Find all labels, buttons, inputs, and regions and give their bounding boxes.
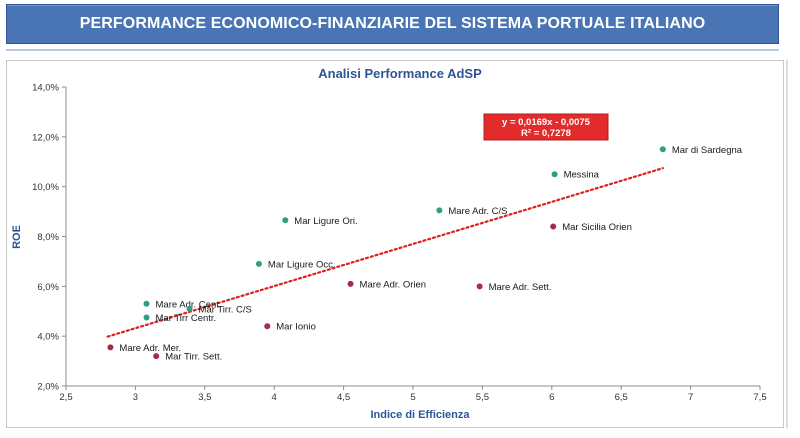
data-label: Mare Adr. C/S — [448, 206, 507, 217]
data-label: Mare Adr. Sett. — [489, 282, 552, 293]
x-tick-label: 6,5 — [615, 392, 628, 403]
data-point — [153, 353, 160, 360]
data-points: Mar di Sardegna Messina Mare Adr. C/S Mar S… — [107, 145, 743, 363]
y-tick-label: 6,0% — [37, 282, 59, 293]
y-tick-label: 14,0% — [32, 83, 59, 94]
axes: 2,5 3 3,5 4 4,5 5 5,5 6 6,5 7 7,5 2,0% 4,0% 6,0% 8,0% 1… — [32, 83, 767, 404]
x-tick-label: 7,5 — [753, 392, 766, 403]
y-tick-label: 12,0% — [32, 132, 59, 143]
x-tick-label: 6 — [549, 392, 554, 403]
data-point — [659, 146, 666, 153]
data-label: Mare Adr. Mer. — [119, 343, 181, 354]
data-label: Mar Tirr. Sett. — [165, 352, 222, 363]
y-tick-label: 2,0% — [37, 382, 59, 393]
data-label: Mare Adr. Cent. — [156, 299, 222, 310]
x-tick-label: 2,5 — [59, 392, 72, 403]
x-axis-label: Indice di Efficienza — [370, 409, 470, 421]
data-point — [143, 314, 150, 321]
data-label: Mar Tirr Centr. — [156, 313, 217, 324]
data-point — [550, 223, 557, 230]
equation-box-bg — [483, 113, 609, 141]
x-tick-label: 3,5 — [198, 392, 211, 403]
equation-text: y = 0,0169x - 0,0075 — [502, 117, 591, 128]
data-label: Mare Adr. Orien — [360, 279, 427, 290]
page-edge-line — [786, 60, 788, 428]
data-point — [551, 171, 558, 178]
data-label: Mar Ligure Ori. — [294, 216, 357, 227]
x-tick-label: 5,5 — [476, 392, 489, 403]
data-label: Mar Sicilia Orien — [562, 222, 632, 233]
trendline — [106, 167, 664, 338]
title-banner: PERFORMANCE ECONOMICO-FINANZIARIE DEL SI… — [6, 4, 779, 44]
x-tick-label: 7 — [688, 392, 693, 403]
chart-title: Analisi Performance AdSP — [318, 66, 482, 81]
data-point — [282, 217, 289, 224]
x-tick-label: 4,5 — [337, 392, 350, 403]
header-divider — [6, 49, 779, 51]
trendline-path — [106, 167, 664, 338]
data-label: Mar Ligure Occ. — [268, 259, 336, 270]
data-point — [347, 280, 354, 287]
data-label: Messina — [564, 170, 600, 181]
data-point — [436, 207, 443, 214]
data-label: Mar di Sardegna — [672, 145, 743, 156]
data-label: Mar Ionio — [276, 322, 316, 333]
x-tick-label: 4 — [272, 392, 277, 403]
y-tick-label: 10,0% — [32, 182, 59, 193]
x-tick-label: 3 — [133, 392, 138, 403]
y-tick-label: 8,0% — [37, 232, 59, 243]
page-title: PERFORMANCE ECONOMICO-FINANZIARIE DEL SI… — [79, 15, 706, 32]
data-point — [255, 260, 262, 267]
y-axis-label: ROE — [11, 225, 23, 249]
r2-text: R² = 0,7278 — [521, 128, 571, 139]
data-point — [107, 344, 114, 351]
equation-box: y = 0,0169x - 0,0075 R² = 0,7278 — [483, 113, 609, 141]
data-point — [186, 305, 193, 312]
data-point — [264, 323, 271, 330]
data-point — [143, 300, 150, 307]
data-point — [476, 283, 483, 290]
data-label: Mar Tirr. C/S — [199, 304, 252, 315]
x-tick-label: 5 — [410, 392, 415, 403]
y-tick-label: 4,0% — [37, 332, 59, 343]
chart-frame — [6, 60, 784, 428]
